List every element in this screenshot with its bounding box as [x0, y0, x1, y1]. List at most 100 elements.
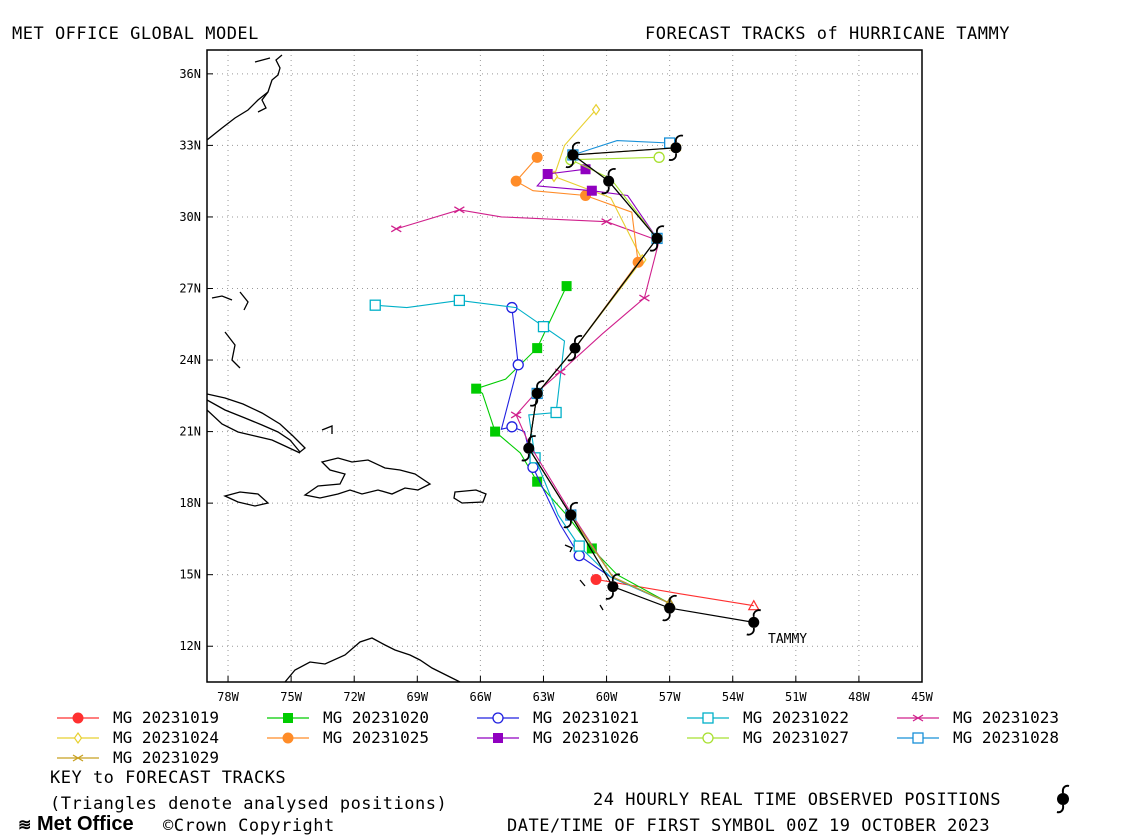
legend-label: MG 20231025 [323, 728, 429, 747]
legend-swatch [687, 732, 729, 744]
legend-label: MG 20231027 [743, 728, 849, 747]
hurricane-symbol-icon [668, 134, 684, 161]
coastline-puerto-rico [453, 489, 487, 504]
track-line [528, 109, 670, 604]
logo-icon: ≋ [18, 817, 32, 834]
copyright-text: ©Crown Copyright [163, 816, 335, 836]
lon-tick-label: 69W [406, 690, 428, 704]
lon-tick-label: 54W [722, 690, 744, 704]
hurricane-symbol-icon [649, 225, 665, 252]
date-line: DATE/TIME OF FIRST SYMBOL 00Z 19 OCTOBER… [507, 816, 991, 836]
lat-tick-label: 36N [179, 67, 201, 81]
lat-tick-label: 27N [179, 281, 201, 295]
hurricane-symbol-icon [529, 380, 545, 407]
observed-track-line [528, 147, 754, 623]
track-line [500, 307, 670, 604]
lon-tick-label: 75W [280, 690, 302, 704]
lat-tick-label: 24N [179, 353, 201, 367]
hurricane-symbol-icon [605, 573, 621, 600]
left-title: MET OFFICE GLOBAL MODEL [12, 24, 259, 44]
lat-tick-label: 21N [179, 425, 201, 439]
forecast-track [528, 137, 676, 608]
lon-tick-label: 63W [533, 690, 555, 704]
plot-frame [206, 49, 923, 683]
triangle-note: (Triangles denote analysed positions) [50, 794, 448, 814]
coastline-cuba-south [207, 409, 301, 454]
forecast-track [500, 301, 676, 608]
coastline-us-east [207, 54, 283, 141]
track-line [475, 285, 670, 604]
legend-label: MG 20231022 [743, 708, 849, 727]
lon-tick-label: 45W [911, 690, 933, 704]
lon-tick-label: 60W [596, 690, 618, 704]
forecast-position-marker [471, 383, 482, 394]
forecast-position-marker [586, 543, 597, 554]
track-line [595, 578, 754, 607]
forecast-position-marker [369, 299, 381, 311]
hurricane-symbol-icon [1056, 784, 1070, 814]
legend-swatch [477, 712, 519, 724]
observed-positions [521, 134, 762, 636]
forecast-position-marker [537, 320, 550, 333]
forecast-position-marker [561, 281, 572, 292]
forecast-track [369, 294, 676, 608]
hurricane-symbol-icon [563, 501, 579, 529]
tracks [369, 103, 760, 611]
hurricane-symbol-icon [567, 334, 583, 362]
forecast-position-marker [532, 476, 543, 487]
axis-labels: 78W 75W 72W 69W 66W 63W 60W 57W 54W 51W 48W 45W 12N 1… [179, 67, 933, 704]
lat-tick-label: 15N [179, 568, 201, 582]
forecast-position-marker [653, 151, 665, 163]
forecast-position-marker [510, 175, 522, 187]
forecast-track [390, 206, 676, 608]
lat-tick-label: 33N [179, 138, 201, 152]
legend-label: MG 20231024 [113, 728, 219, 747]
track-line [528, 156, 670, 604]
coastline-bahamas [211, 291, 333, 434]
legend-label: MG 20231026 [533, 728, 639, 747]
forecast-position-marker [512, 359, 524, 371]
track-line [375, 299, 670, 604]
forecast-position-marker [453, 294, 466, 307]
legend-label: MG 20231019 [113, 708, 219, 727]
forecast-track [528, 164, 676, 608]
legend-swatch [57, 754, 99, 762]
coastline-south-america [284, 637, 461, 682]
met-office-logo: ≋ Met Office [18, 813, 134, 836]
hurricane-symbol-icon [601, 168, 616, 195]
forecast-position-marker [580, 164, 591, 175]
lon-tick-label: 66W [470, 690, 492, 704]
lon-tick-label: 48W [848, 690, 870, 704]
lat-tick-label: 30N [179, 210, 201, 224]
forecast-position-marker [510, 411, 522, 419]
legend-label: MG 20231023 [953, 708, 1059, 727]
coastlines [207, 54, 604, 682]
lon-tick-label: 78W [217, 690, 239, 704]
forecast-position-marker [527, 461, 539, 474]
forecast-track [590, 573, 760, 611]
legend-swatch [897, 714, 939, 722]
legend-swatch [267, 732, 309, 744]
track-line [396, 209, 670, 604]
forecast-position-marker [586, 185, 597, 196]
coastline-hispaniola [303, 457, 432, 499]
legend-swatch [267, 713, 309, 723]
forecast-track [528, 103, 676, 608]
logo-text: Met Office [36, 813, 134, 835]
track-line [528, 140, 670, 604]
lon-tick-label: 72W [343, 690, 365, 704]
lat-tick-label: 12N [179, 639, 201, 653]
forecast-position-marker [454, 206, 465, 214]
storm-label: TAMMY [768, 632, 807, 647]
coastline-cuba [207, 393, 306, 453]
track-line [528, 147, 677, 604]
forecast-position-marker [639, 294, 650, 302]
legend-swatch [477, 733, 519, 743]
lon-tick-label: 57W [659, 690, 681, 704]
legend-label: MG 20231021 [533, 708, 639, 727]
lon-tick-label: 51W [785, 690, 807, 704]
forecast-position-marker [591, 103, 601, 116]
hurricane-symbol-icon [746, 609, 762, 636]
forecast-position-marker [542, 169, 553, 180]
